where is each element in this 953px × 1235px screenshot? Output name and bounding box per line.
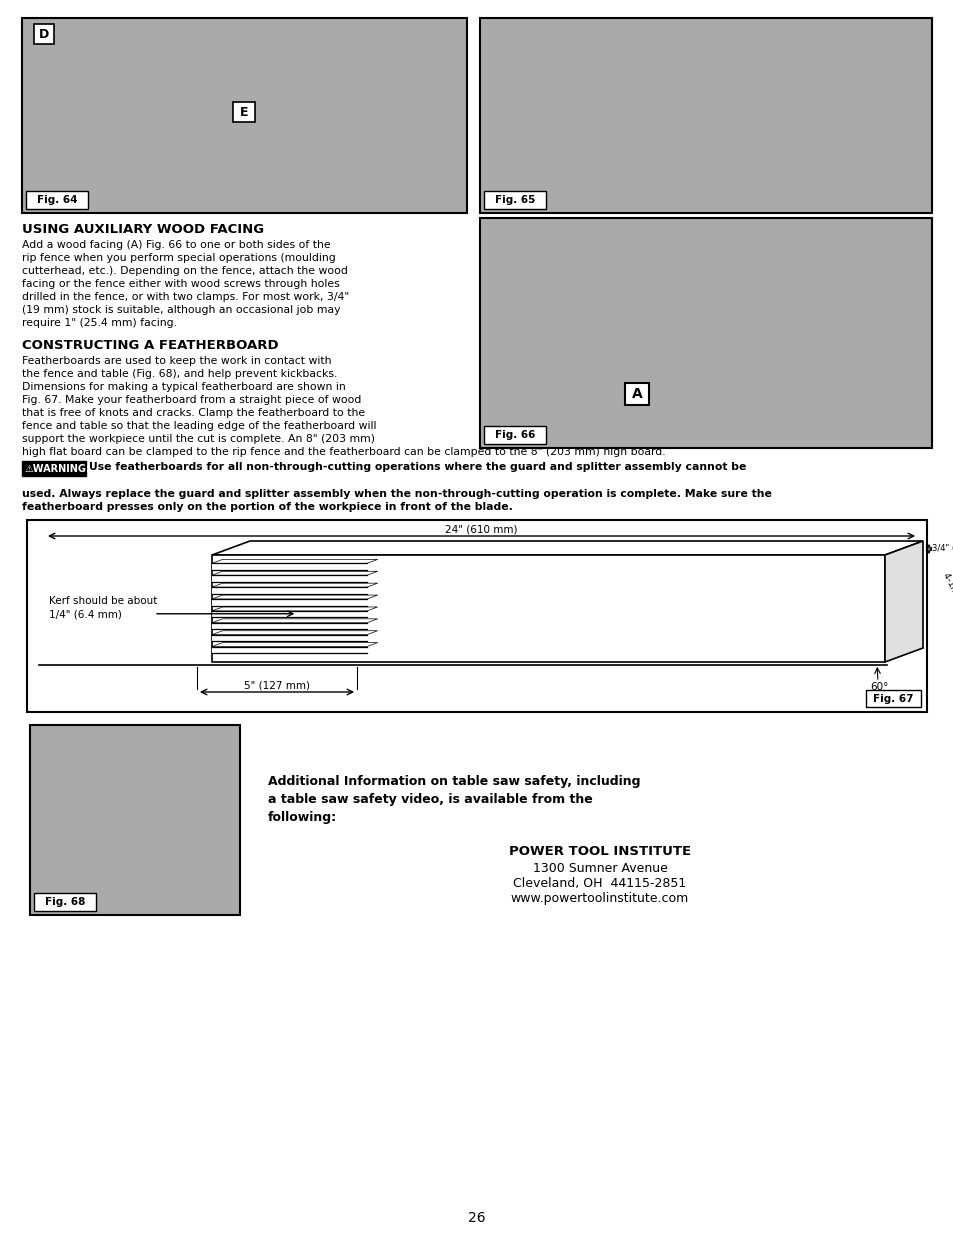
Bar [479,219,931,448]
Polygon shape [212,611,367,618]
Text: the fence and table (Fig. 68), and help prevent kickbacks.: the fence and table (Fig. 68), and help … [22,369,337,379]
Polygon shape [212,619,377,622]
Text: drilled in the fence, or with two clamps. For most work, 3/4": drilled in the fence, or with two clamps… [22,291,349,303]
Text: 1300 Sumner Avenue: 1300 Sumner Avenue [532,862,667,876]
Polygon shape [212,642,377,647]
Bar [34,23,54,44]
Text: facing or the fence either with wood screws through holes: facing or the fence either with wood scr… [22,279,339,289]
Text: CONSTRUCTING A FEATHERBOARD: CONSTRUCTING A FEATHERBOARD [22,338,278,352]
Text: cutterhead, etc.). Depending on the fence, attach the wood: cutterhead, etc.). Depending on the fenc… [22,266,348,275]
Text: D: D [39,27,49,41]
Bar [34,893,96,911]
Bar [30,725,240,915]
Text: 24" (610 mm): 24" (610 mm) [445,524,517,534]
Polygon shape [212,595,377,599]
Polygon shape [212,622,367,630]
Text: Use featherboards for all non-through-cutting operations where the guard and spl: Use featherboards for all non-through-cu… [89,462,745,472]
Text: ⚠WARNING:: ⚠WARNING: [25,463,91,473]
Bar [22,461,86,475]
Polygon shape [212,647,367,653]
Text: Kerf should be about
1/4" (6.4 mm): Kerf should be about 1/4" (6.4 mm) [49,597,157,620]
Text: E: E [239,105,248,119]
Polygon shape [212,541,923,555]
Polygon shape [212,572,377,576]
Polygon shape [212,583,377,587]
Polygon shape [212,631,377,635]
Polygon shape [212,576,367,582]
Text: 4-1/2" (114 mm): 4-1/2" (114 mm) [940,572,953,642]
Text: Fig. 65: Fig. 65 [495,195,535,205]
Text: Additional Information on table saw safety, including
a table saw safety video, : Additional Information on table saw safe… [268,776,639,824]
Bar [26,191,88,209]
Text: Cleveland, OH  44115-2851: Cleveland, OH 44115-2851 [513,877,686,890]
Polygon shape [884,541,923,662]
Polygon shape [212,559,377,563]
Text: require 1" (25.4 mm) facing.: require 1" (25.4 mm) facing. [22,317,177,329]
Bar [624,383,648,405]
Text: Add a wood facing (A) Fig. 66 to one or both sides of the: Add a wood facing (A) Fig. 66 to one or … [22,240,331,249]
Text: 5" (127 mm): 5" (127 mm) [244,680,310,690]
Text: fence and table so that the leading edge of the featherboard will: fence and table so that the leading edge… [22,421,376,431]
Polygon shape [212,635,367,641]
Text: USING AUXILIARY WOOD FACING: USING AUXILIARY WOOD FACING [22,224,264,236]
Bar [483,191,545,209]
Text: Fig. 64: Fig. 64 [37,195,77,205]
Text: 60°: 60° [869,682,887,692]
Text: Fig. 67. Make your featherboard from a straight piece of wood: Fig. 67. Make your featherboard from a s… [22,395,361,405]
Text: featherboard presses only on the portion of the workpiece in front of the blade.: featherboard presses only on the portion… [22,501,513,513]
Bar [483,426,545,445]
Text: POWER TOOL INSTITUTE: POWER TOOL INSTITUTE [508,845,690,858]
Polygon shape [212,587,367,594]
Text: 26: 26 [468,1212,485,1225]
Text: used. Always replace the guard and splitter assembly when the non-through-cuttin: used. Always replace the guard and split… [22,489,771,499]
Text: high flat board can be clamped to the rip fence and the featherboard can be clam: high flat board can be clamped to the ri… [22,447,665,457]
Text: Fig. 66: Fig. 66 [495,430,535,440]
Bar [22,19,467,212]
Text: Featherboards are used to keep the work in contact with: Featherboards are used to keep the work … [22,356,331,366]
Text: Dimensions for making a typical featherboard are shown in: Dimensions for making a typical featherb… [22,382,345,391]
Polygon shape [212,555,884,662]
Polygon shape [212,606,377,611]
Text: www.powertoolinstitute.com: www.powertoolinstitute.com [511,892,688,905]
Bar [233,103,254,122]
Bar [27,520,926,713]
Text: support the workpiece until the cut is complete. An 8" (203 mm): support the workpiece until the cut is c… [22,433,375,445]
Text: that is free of knots and cracks. Clamp the featherboard to the: that is free of knots and cracks. Clamp … [22,408,365,417]
Bar [479,19,931,212]
Text: Fig. 68: Fig. 68 [45,897,85,906]
Polygon shape [212,563,367,569]
Polygon shape [212,599,367,605]
Text: 3/4" (19 mm): 3/4" (19 mm) [931,545,953,553]
Text: rip fence when you perform special operations (moulding: rip fence when you perform special opera… [22,253,335,263]
Text: A: A [631,387,641,401]
Text: (19 mm) stock is suitable, although an occasional job may: (19 mm) stock is suitable, although an o… [22,305,340,315]
Bar [865,690,920,706]
Text: Fig. 67: Fig. 67 [872,694,913,704]
